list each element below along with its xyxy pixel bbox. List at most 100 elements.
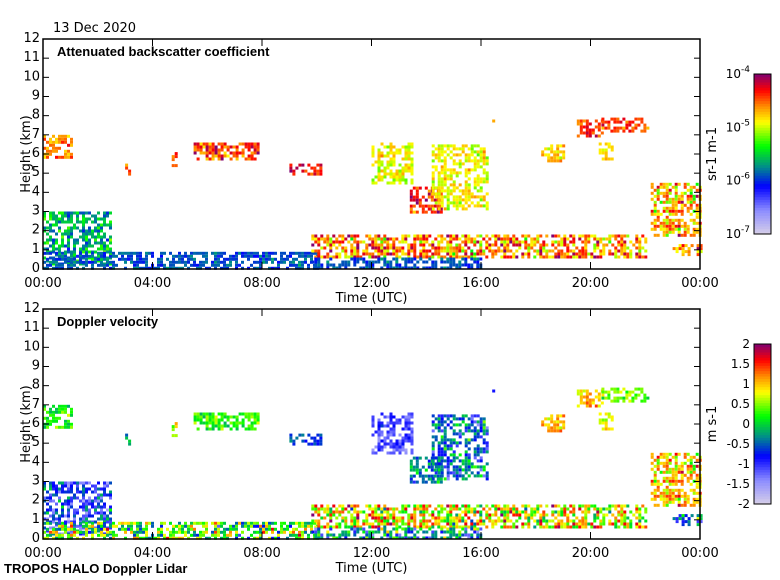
data-cell	[503, 522, 507, 526]
data-cell	[539, 504, 543, 508]
data-cell	[656, 455, 660, 459]
data-cell	[298, 163, 302, 167]
data-cell	[452, 525, 456, 529]
data-cell	[425, 249, 429, 253]
data-cell	[97, 502, 100, 506]
data-cell	[461, 468, 465, 472]
data-cell	[587, 234, 591, 238]
data-cell	[476, 519, 480, 523]
data-cell	[572, 513, 576, 517]
data-cell	[214, 521, 217, 525]
data-cell	[464, 429, 468, 433]
colorbar-cell	[754, 82, 771, 86]
data-cell	[353, 522, 357, 526]
data-cell	[317, 266, 321, 270]
data-cell	[672, 247, 676, 251]
data-cell	[371, 507, 375, 511]
data-cell	[425, 255, 429, 259]
data-cell	[320, 507, 324, 511]
data-cell	[650, 197, 654, 201]
data-cell	[566, 252, 570, 256]
data-cell	[55, 137, 58, 141]
colorbar-cell	[754, 100, 771, 104]
data-cell	[52, 257, 55, 261]
data-cell	[464, 183, 468, 187]
data-cell	[623, 504, 627, 508]
data-cell	[392, 507, 396, 511]
colorbar-cell	[754, 76, 771, 80]
data-cell	[467, 204, 471, 208]
data-cell	[614, 516, 618, 520]
data-cell	[449, 177, 453, 181]
data-cell	[674, 467, 678, 471]
data-cell	[253, 260, 256, 264]
data-cell	[640, 117, 644, 121]
data-cell	[674, 452, 678, 456]
x-tick-label: 16:00	[462, 276, 499, 291]
data-cell	[356, 519, 360, 523]
data-cell	[610, 418, 614, 422]
data-cell	[175, 524, 178, 528]
data-cell	[283, 527, 286, 531]
data-cell	[109, 496, 112, 500]
data-cell	[485, 192, 489, 196]
data-cell	[404, 260, 408, 264]
data-cell	[64, 137, 67, 141]
data-cell	[178, 521, 181, 525]
data-cell	[436, 474, 440, 478]
data-cell	[431, 246, 435, 250]
data-cell	[392, 243, 396, 247]
data-cell	[446, 147, 450, 151]
data-cell	[49, 407, 52, 411]
data-cell	[473, 513, 477, 517]
data-cell	[422, 522, 426, 526]
data-cell	[217, 251, 220, 255]
data-cell	[344, 533, 348, 537]
data-cell	[94, 229, 97, 233]
data-cell	[407, 525, 411, 529]
data-cell	[344, 507, 348, 511]
data-cell	[91, 484, 94, 488]
data-cell	[476, 459, 480, 463]
data-cell	[677, 194, 681, 198]
data-cell	[674, 194, 678, 198]
data-cell	[560, 249, 564, 253]
data-cell	[467, 192, 471, 196]
data-cell	[73, 533, 76, 537]
data-cell	[625, 390, 629, 394]
data-cell	[223, 151, 227, 155]
data-cell	[61, 524, 64, 528]
data-cell	[67, 143, 70, 147]
data-cell	[446, 438, 450, 442]
data-cell	[430, 465, 434, 469]
data-cell	[458, 171, 462, 175]
data-cell	[620, 234, 624, 238]
data-cell	[67, 487, 70, 491]
data-cell	[467, 234, 471, 238]
data-cell	[274, 521, 277, 525]
data-cell	[404, 263, 408, 267]
data-cell	[470, 168, 474, 172]
data-cell	[530, 516, 534, 520]
data-cell	[76, 481, 79, 485]
data-cell	[82, 508, 85, 512]
data-cell	[461, 533, 465, 537]
data-cell	[671, 212, 675, 216]
data-cell	[488, 237, 492, 241]
data-cell	[70, 529, 73, 533]
data-cell	[623, 525, 627, 529]
data-cell	[314, 257, 318, 261]
colorbar-cell	[754, 162, 771, 166]
data-cell	[307, 521, 310, 525]
data-cell	[329, 249, 333, 253]
colorbar-cell	[754, 228, 771, 232]
data-cell	[695, 212, 699, 216]
data-cell	[455, 477, 459, 481]
data-cell	[635, 255, 639, 259]
data-cell	[389, 160, 393, 164]
data-cell	[632, 243, 636, 247]
data-cell	[55, 521, 58, 525]
data-cell	[392, 430, 396, 434]
data-cell	[671, 494, 675, 498]
data-cell	[556, 159, 560, 163]
